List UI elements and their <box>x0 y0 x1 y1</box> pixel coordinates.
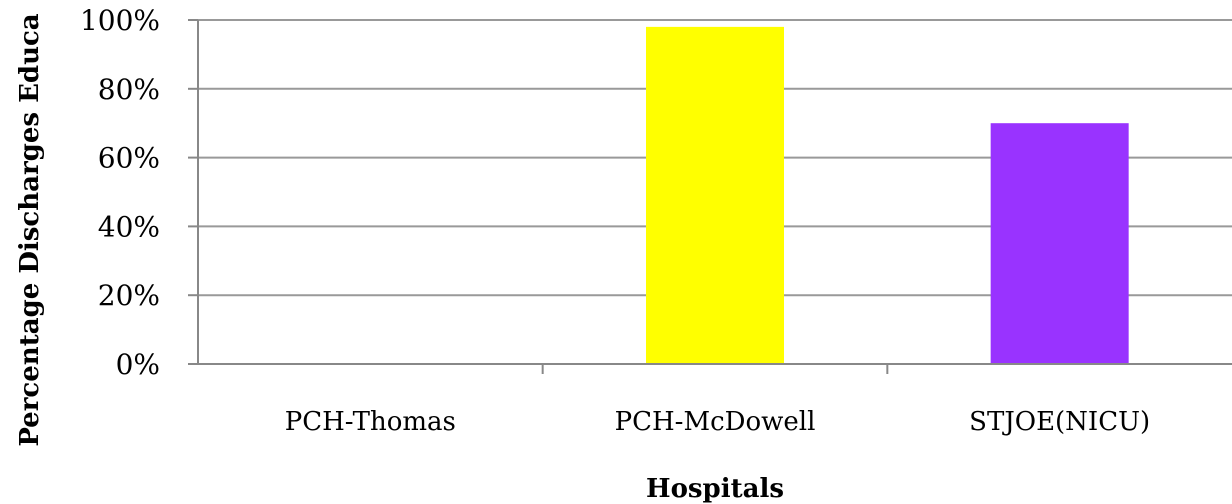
x-tick-label: PCH-McDowell <box>615 407 816 437</box>
y-tick-label: 40% <box>98 210 160 243</box>
x-tick-labels: PCH-Thomas PCH-McDowell STJOE(NICU) <box>285 407 1150 437</box>
axes <box>188 19 1232 374</box>
x-tick-label: PCH-Thomas <box>285 407 456 437</box>
y-tick-label: 0% <box>116 348 160 381</box>
y-axis-title: Percentage Discharges Educa <box>15 13 45 446</box>
y-tick-labels: 0% 20% 40% 60% 80% 100% <box>80 4 160 381</box>
x-tick-label: STJOE(NICU) <box>969 407 1150 437</box>
bar-stjoe-nicu- <box>990 123 1129 364</box>
bars <box>646 26 1129 364</box>
y-tick-label: 60% <box>98 142 160 175</box>
y-tick-label: 20% <box>98 279 160 312</box>
bar-pch-mcdowell <box>646 26 784 364</box>
x-axis-title: Hospitals <box>646 474 784 504</box>
y-tick-label: 80% <box>98 73 160 106</box>
y-tick-label: 100% <box>80 4 160 37</box>
